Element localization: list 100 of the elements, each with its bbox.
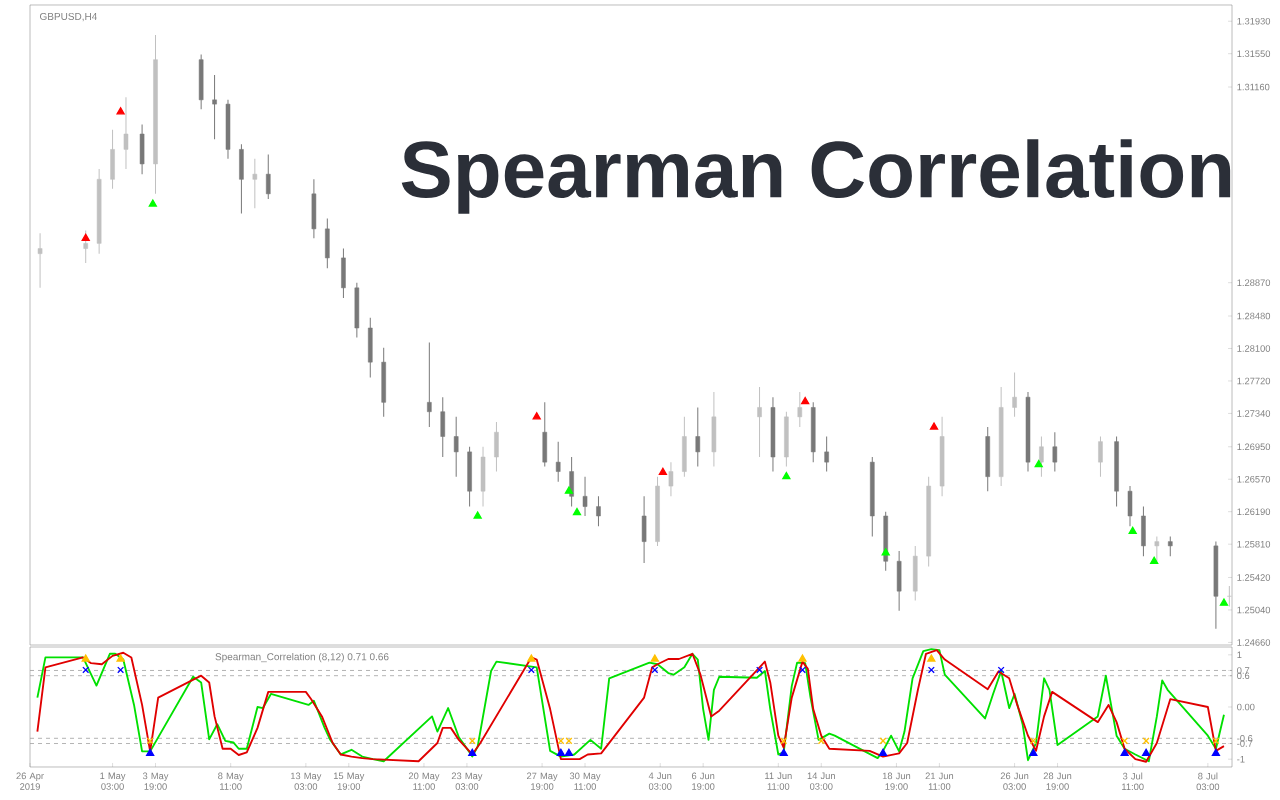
point	[527, 666, 535, 674]
point	[756, 666, 764, 674]
point	[1219, 598, 1229, 606]
point	[779, 748, 788, 757]
y-tick-label: 1.28870	[1237, 279, 1271, 286]
point	[780, 737, 788, 745]
x-tick-label: 3 Jul 11:00	[1122, 772, 1144, 791]
point	[650, 654, 659, 662]
point	[879, 737, 887, 745]
point	[117, 666, 125, 674]
point	[1029, 748, 1038, 757]
x-tick-label: 20 May 11:00	[408, 772, 440, 790]
point	[81, 233, 90, 241]
point	[881, 548, 890, 556]
x-tick-label: 11 Jun 11:00	[765, 772, 792, 790]
candlestick	[1167, 535, 1173, 557]
text: Spearman_Correlation (8,12) 0.71 0.66	[215, 652, 389, 663]
y-tick-label: 1.25810	[1237, 540, 1271, 548]
point	[1029, 737, 1037, 745]
point	[1211, 748, 1221, 757]
point	[116, 107, 125, 115]
candlestick	[1039, 436, 1044, 478]
point	[817, 737, 825, 745]
x-tick-label: 13 May 03:00	[290, 772, 322, 790]
point	[572, 507, 582, 516]
point	[1121, 737, 1129, 745]
point	[148, 199, 157, 207]
candlestick	[1227, 585, 1232, 608]
candlestick	[265, 154, 271, 200]
point	[801, 396, 810, 405]
candlestick	[824, 436, 829, 473]
candlestick	[1052, 431, 1058, 473]
y-tick-label: 1.31930	[1237, 17, 1271, 25]
point	[878, 748, 888, 757]
candlestick	[582, 476, 588, 517]
text: Spearman Correlation	[401, 139, 1231, 214]
x-tick-label: 23 May 03:00	[451, 772, 483, 790]
candlestick	[757, 386, 762, 458]
y-tick-label: -0.6	[1237, 735, 1253, 742]
point	[798, 666, 806, 674]
y-tick-label: 1.26950	[1237, 443, 1271, 451]
y-tick-label: 1.31550	[1237, 50, 1271, 57]
x-tick-label: 18 Jun 19:00	[882, 772, 911, 790]
point	[564, 748, 574, 757]
point	[1150, 556, 1159, 564]
point	[651, 666, 659, 674]
candlestick	[427, 342, 432, 428]
candlestick	[797, 391, 803, 428]
x-tick-label: 26 Jun 03:00	[1000, 772, 1029, 790]
candlestick	[252, 158, 258, 209]
point	[927, 666, 935, 674]
candlestick	[1098, 436, 1103, 478]
point	[532, 412, 541, 420]
candlestick	[123, 96, 129, 170]
y-tick-label: 1.25420	[1237, 574, 1271, 581]
x-tick-label: 21 Jun 11:00	[925, 772, 954, 790]
point	[564, 486, 574, 494]
x-tick-label: 8 Jul 03:00	[1196, 772, 1220, 791]
point	[997, 666, 1005, 674]
x-tick-label: 8 May 11:00	[218, 772, 244, 790]
candlestick	[1012, 371, 1017, 418]
point	[468, 737, 476, 745]
point	[146, 748, 155, 757]
point	[468, 748, 477, 757]
y-tick-label: 0.7	[1237, 667, 1250, 674]
point	[782, 472, 791, 480]
x-tick-label: 27 May 19:00	[526, 772, 558, 790]
x-tick-label: 30 May 11:00	[569, 772, 601, 790]
candlestick	[83, 230, 88, 264]
x-tick-label: 15 May 19:00	[333, 772, 365, 790]
x-tick-label: 1 May 03:00	[100, 772, 126, 790]
x-tick-label: 28 Jun 19:00	[1043, 772, 1072, 790]
y-tick-label: 1.25040	[1237, 606, 1271, 614]
point	[82, 666, 90, 674]
candlestick	[555, 441, 561, 483]
point	[798, 654, 807, 662]
y-tick-label: 1.31160	[1237, 83, 1270, 91]
candlestick	[668, 461, 674, 497]
y-tick-label: 1.27340	[1237, 410, 1271, 417]
y-tick-label: 1.26570	[1237, 475, 1271, 483]
candlestick	[1154, 535, 1160, 562]
point	[1120, 748, 1129, 757]
point	[658, 467, 668, 476]
y-tick-label: -0.7	[1237, 740, 1253, 747]
candlestick	[212, 74, 217, 140]
x-tick-label: 3 May 19:00	[142, 772, 169, 790]
candlestick	[453, 416, 459, 478]
point	[929, 422, 939, 430]
candlestick	[596, 495, 601, 527]
y-tick-label: 1.26190	[1237, 508, 1271, 515]
point	[527, 654, 536, 662]
candlestick	[695, 406, 701, 467]
y-tick-label: 1.28480	[1237, 312, 1271, 320]
point	[1141, 748, 1151, 757]
y-tick-label: 1.24660	[1237, 639, 1271, 646]
x-tick-label: 14 Jun 03:00	[807, 772, 835, 790]
y-tick-label: 0.6	[1237, 672, 1250, 679]
point	[116, 654, 125, 662]
point	[81, 654, 90, 662]
y-tick-label: 1.28100	[1237, 345, 1271, 352]
